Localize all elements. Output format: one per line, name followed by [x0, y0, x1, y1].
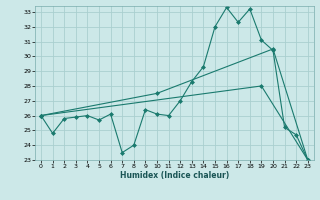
X-axis label: Humidex (Indice chaleur): Humidex (Indice chaleur): [120, 171, 229, 180]
